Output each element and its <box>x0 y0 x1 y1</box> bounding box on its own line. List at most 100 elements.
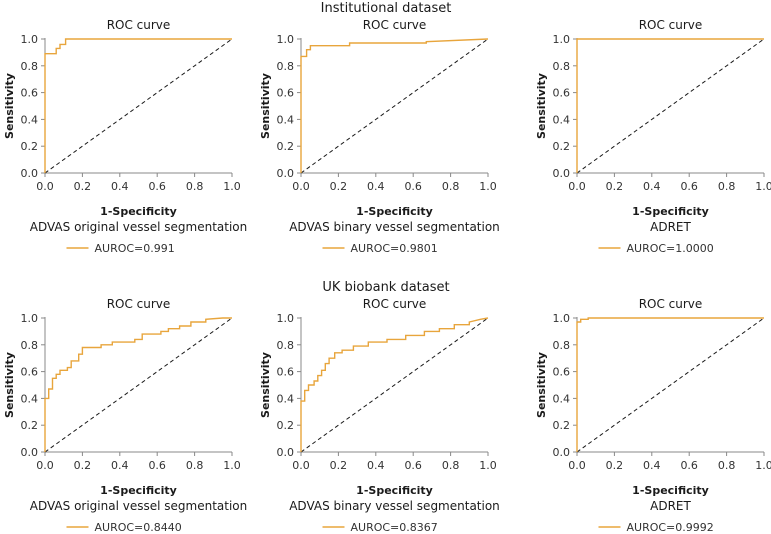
x-tick-label: 0.0 <box>292 459 310 472</box>
x-tick-label: 0.8 <box>186 180 204 193</box>
x-tick-label: 0.4 <box>643 459 661 472</box>
x-tick-label: 0.6 <box>404 180 422 193</box>
x-tick-label: 0.8 <box>442 459 460 472</box>
panel-title: ROC curve <box>363 297 427 311</box>
x-tick-label: 1.0 <box>755 459 771 472</box>
y-tick-label: 0.4 <box>21 113 39 126</box>
x-tick-label: 0.6 <box>680 459 698 472</box>
x-tick-label: 0.6 <box>404 459 422 472</box>
x-tick-label: 0.8 <box>186 459 204 472</box>
y-tick-label: 1.0 <box>277 312 295 325</box>
y-axis-label: Sensitivity <box>3 352 16 418</box>
x-tick-label: 1.0 <box>479 459 497 472</box>
chance-diagonal <box>44 317 233 453</box>
legend-label: AUROC=0.9801 <box>351 242 438 255</box>
y-tick-label: 0.4 <box>21 392 39 405</box>
y-tick-label: 0.4 <box>277 113 295 126</box>
legend-label: AUROC=0.991 <box>95 242 175 255</box>
legend-label: AUROC=0.8440 <box>95 521 182 534</box>
x-tick-label: 1.0 <box>755 180 771 193</box>
chance-diagonal <box>300 317 489 453</box>
x-tick-label: 0.0 <box>568 180 586 193</box>
y-tick-label: 1.0 <box>21 33 39 46</box>
x-tick-label: 0.0 <box>36 180 54 193</box>
roc-curve-line <box>44 317 232 452</box>
model-label: ADRET <box>650 499 691 513</box>
y-tick-label: 0.8 <box>277 339 295 352</box>
model-label: ADVAS binary vessel segmentation <box>289 220 500 234</box>
x-tick-label: 0.2 <box>74 459 92 472</box>
roc-curve-line <box>44 38 232 173</box>
y-tick-label: 0.2 <box>277 140 295 153</box>
roc-curve-line <box>300 38 489 173</box>
y-axis-label: Sensitivity <box>259 73 272 139</box>
x-tick-label: 0.8 <box>718 180 736 193</box>
x-tick-label: 0.4 <box>111 180 129 193</box>
y-tick-label: 0.0 <box>21 167 39 180</box>
x-tick-label: 0.0 <box>568 459 586 472</box>
x-tick-label: 0.4 <box>111 459 129 472</box>
panel-title: ROC curve <box>107 18 171 32</box>
x-tick-label: 0.0 <box>292 180 310 193</box>
y-axis-label: Sensitivity <box>535 73 548 139</box>
legend-label: AUROC=1.0000 <box>627 242 714 255</box>
y-tick-label: 1.0 <box>277 33 295 46</box>
y-tick-label: 1.0 <box>553 312 571 325</box>
y-axis-label: Sensitivity <box>3 73 16 139</box>
x-axis-label: 1-Specificity <box>100 205 177 218</box>
roc-panel-4: ROC curve 0.0 0.2 0.4 0.6 0.8 1.0 0.0 0.2 0.4 0.6 0… <box>3 297 247 534</box>
y-tick-label: 0.6 <box>21 366 39 379</box>
panel-title: ROC curve <box>107 297 171 311</box>
section-title-uk-biobank: UK biobank dataset <box>322 280 449 295</box>
x-tick-label: 1.0 <box>223 459 241 472</box>
chance-diagonal <box>300 38 489 174</box>
x-axis-label: 1-Specificity <box>100 484 177 497</box>
x-axis-label: 1-Specificity <box>356 205 433 218</box>
x-tick-label: 0.4 <box>367 180 385 193</box>
y-tick-label: 0.0 <box>21 446 39 459</box>
y-tick-label: 0.0 <box>553 446 571 459</box>
y-tick-label: 0.6 <box>277 366 295 379</box>
x-tick-label: 0.2 <box>606 459 624 472</box>
roc-curve-line <box>300 317 489 452</box>
x-axis-label: 1-Specificity <box>356 484 433 497</box>
y-axis-label: Sensitivity <box>259 352 272 418</box>
roc-panel-6: ROC curve 0.0 0.2 0.4 0.6 0.8 1.0 0.0 0.2 0.4 0.6 0… <box>535 297 771 534</box>
x-tick-label: 0.4 <box>367 459 385 472</box>
y-tick-label: 0.4 <box>553 113 571 126</box>
chance-diagonal <box>576 38 765 174</box>
y-tick-label: 0.6 <box>553 366 571 379</box>
model-label: ADVAS original vessel segmentation <box>30 499 247 513</box>
x-tick-label: 1.0 <box>223 180 241 193</box>
x-tick-label: 0.8 <box>442 180 460 193</box>
roc-panel-3: ROC curve 0.0 0.2 0.4 0.6 0.8 1.0 0.0 0.2 0.4 0.6 0… <box>535 18 771 255</box>
panel-title: ROC curve <box>639 18 703 32</box>
x-tick-label: 0.4 <box>643 180 661 193</box>
y-tick-label: 0.8 <box>21 60 39 73</box>
y-tick-label: 0.6 <box>21 87 39 100</box>
model-label: ADVAS binary vessel segmentation <box>289 499 500 513</box>
chance-diagonal <box>576 317 765 453</box>
roc-panels: ROC curve 0.0 0.2 0.4 0.6 0.8 1.0 0.0 0.2 0.4 0.6 0… <box>3 18 771 534</box>
roc-curve-line <box>576 317 764 452</box>
y-tick-label: 0.2 <box>21 140 39 153</box>
panel-title: ROC curve <box>639 297 703 311</box>
y-tick-label: 0.4 <box>277 392 295 405</box>
y-tick-label: 0.2 <box>277 419 295 432</box>
y-tick-label: 0.6 <box>277 87 295 100</box>
x-tick-label: 0.2 <box>606 180 624 193</box>
y-tick-label: 0.6 <box>553 87 571 100</box>
y-tick-label: 0.2 <box>553 419 571 432</box>
x-axis-label: 1-Specificity <box>632 205 709 218</box>
roc-panel-5: ROC curve 0.0 0.2 0.4 0.6 0.8 1.0 0.0 0.2 0.4 0.6 0… <box>259 297 500 534</box>
y-tick-label: 0.8 <box>277 60 295 73</box>
roc-panel-2: ROC curve 0.0 0.2 0.4 0.6 0.8 1.0 0.0 0.2 0.4 0.6 0… <box>259 18 500 255</box>
y-axis-label: Sensitivity <box>535 352 548 418</box>
x-tick-label: 0.2 <box>330 180 348 193</box>
y-tick-label: 1.0 <box>21 312 39 325</box>
x-tick-label: 0.0 <box>36 459 54 472</box>
y-tick-label: 0.8 <box>553 339 571 352</box>
chance-diagonal <box>44 38 233 174</box>
model-label: ADVAS original vessel segmentation <box>30 220 247 234</box>
